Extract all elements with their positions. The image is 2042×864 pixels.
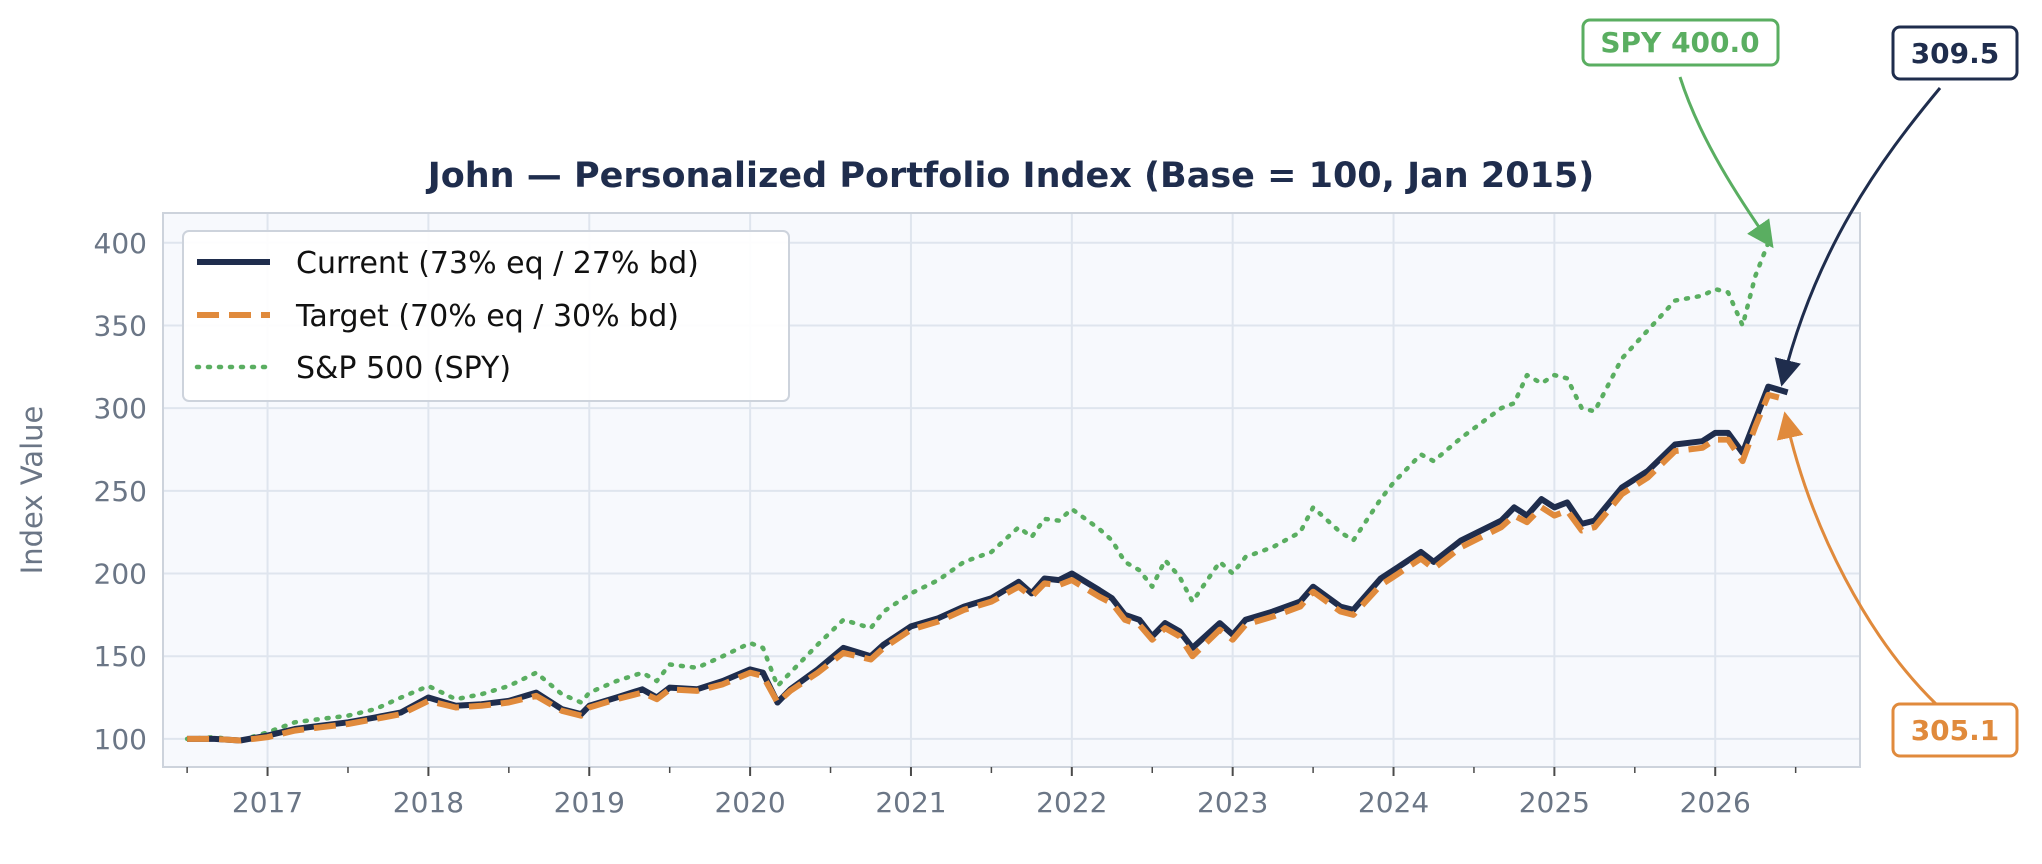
annotation-target-box xyxy=(1891,702,2019,758)
y-axis: 100 150 200 250 300 350 400 xyxy=(94,227,147,756)
legend-label-current: Current (73% eq / 27% bd) xyxy=(296,246,699,281)
annotation-current-label: 309.5 xyxy=(1911,37,2000,70)
annotation-current: 309.5 xyxy=(1774,25,2019,387)
annotation-spy: SPY 400.0 xyxy=(1581,18,1780,249)
x-tick-label: 2019 xyxy=(554,786,625,819)
annotation-target-arrow xyxy=(1776,411,1938,706)
series-layer xyxy=(184,240,1789,744)
annotation-current-box xyxy=(1891,25,2019,81)
annotation-spy-box xyxy=(1581,18,1780,67)
legend: Current (73% eq / 27% bd) Target (70% eq… xyxy=(182,230,790,402)
y-tick-label: 250 xyxy=(94,475,147,508)
x-tick-label: 2021 xyxy=(875,786,946,819)
y-tick-label: 400 xyxy=(94,227,147,260)
series-target-line xyxy=(187,391,1789,744)
legend-box xyxy=(182,230,790,402)
x-tick-label: 2020 xyxy=(714,786,785,819)
legend-label-target: Target (70% eq / 30% bd) xyxy=(295,299,679,334)
x-tick-label: 2023 xyxy=(1197,786,1268,819)
y-tick-label: 300 xyxy=(94,392,147,425)
annotation-current-arrow xyxy=(1774,87,1942,387)
series-spy-line xyxy=(184,240,1771,743)
x-tick-label: 2025 xyxy=(1519,786,1590,819)
chart-title: John — Personalized Portfolio Index (Bas… xyxy=(426,156,1595,196)
x-axis: 2017 2018 2019 2020 2021 2022 2023 2024 2025 2026 xyxy=(186,767,1797,819)
x-tick-label: 2017 xyxy=(232,786,303,819)
y-tick-label: 350 xyxy=(94,309,147,342)
annotation-spy-label: SPY 400.0 xyxy=(1600,26,1759,59)
x-tick-label: 2024 xyxy=(1358,786,1429,819)
x-tick-label: 2026 xyxy=(1680,786,1751,819)
annotation-target: 305.1 xyxy=(1776,411,2019,758)
series-current-line xyxy=(187,383,1789,744)
y-tick-label: 100 xyxy=(94,723,147,756)
x-tick-label: 2022 xyxy=(1036,786,1107,819)
x-tick-label: 2018 xyxy=(393,786,464,819)
y-tick-label: 200 xyxy=(94,558,147,591)
annotation-spy-arrow xyxy=(1678,76,1774,249)
y-tick-label: 150 xyxy=(94,640,147,673)
legend-label-spy: S&P 500 (SPY) xyxy=(296,351,511,386)
y-axis-label: Index Value xyxy=(15,406,49,575)
annotation-target-label: 305.1 xyxy=(1911,714,2000,747)
plot-frame xyxy=(162,212,1861,768)
